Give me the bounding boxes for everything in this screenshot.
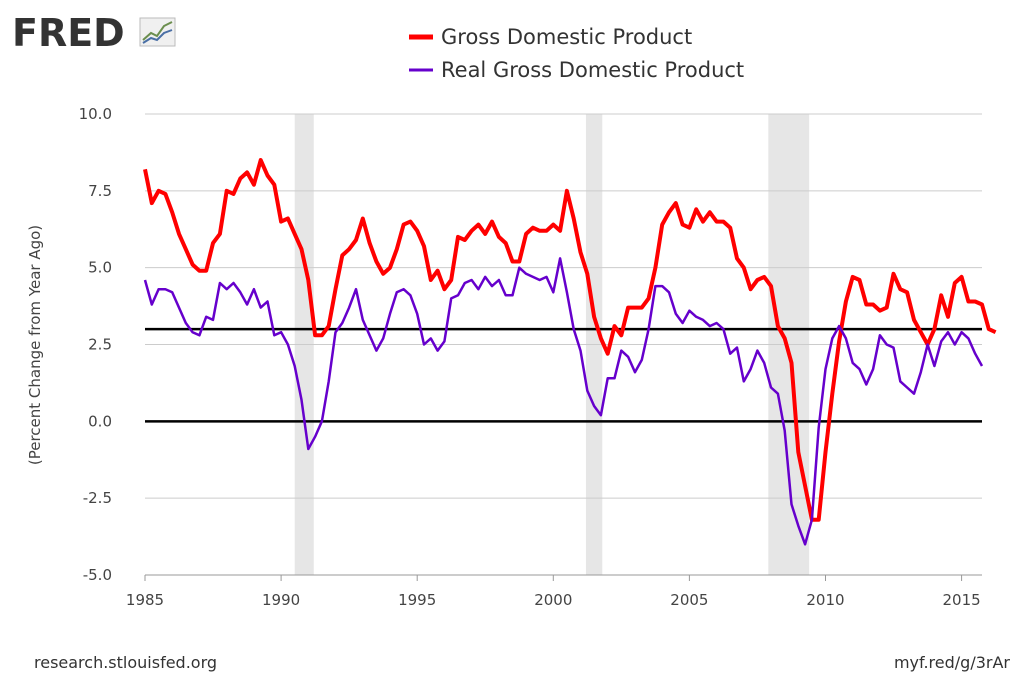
x-tick-label-3: 2000 — [534, 591, 572, 609]
footer-short-link[interactable]: myf.red/g/3rAr — [894, 653, 1010, 672]
x-tick-label-6: 2015 — [942, 591, 980, 609]
y-tick-label-4: 5.0 — [88, 259, 112, 277]
x-axis-ticks: 1985 1990 1995 2000 2005 2010 2015 — [126, 575, 981, 609]
legend-item-gdp[interactable]: Gross Domestic Product — [409, 25, 692, 49]
series-line-gdp[interactable] — [143, 158, 997, 522]
x-tick-label-5: 2010 — [806, 591, 844, 609]
y-tick-label-5: 7.5 — [88, 182, 112, 200]
legend: Gross Domestic Product Real Gross Domest… — [409, 25, 744, 82]
series-line-real-gdp[interactable] — [143, 257, 984, 546]
footer-source-link[interactable]: research.stlouisfed.org — [34, 653, 217, 672]
y-axis-ticks: -5.0 -2.5 0.0 2.5 5.0 7.5 10.0 — [79, 105, 112, 584]
y-tick-label-0: -5.0 — [83, 566, 112, 584]
chart-line-icon — [139, 17, 176, 47]
fred-logo[interactable]: FRED — [12, 11, 176, 55]
x-tick-label-0: 1985 — [126, 591, 164, 609]
x-tick-label-4: 2005 — [670, 591, 708, 609]
legend-label-gdp: Gross Domestic Product — [441, 25, 692, 49]
y-tick-label-6: 10.0 — [79, 105, 112, 123]
y-axis-label: (Percent Change from Year Ago) — [26, 225, 44, 465]
legend-label-real-gdp: Real Gross Domestic Product — [441, 58, 744, 82]
legend-item-real-gdp[interactable]: Real Gross Domestic Product — [409, 58, 744, 82]
x-tick-label-2: 1995 — [398, 591, 436, 609]
series-lines — [143, 158, 997, 546]
fred-logo-text: FRED — [12, 11, 125, 55]
y-tick-label-3: 2.5 — [88, 336, 112, 354]
y-tick-label-1: -2.5 — [83, 489, 112, 507]
y-tick-label-2: 0.0 — [88, 412, 112, 430]
x-tick-label-1: 1990 — [262, 591, 300, 609]
reference-lines — [145, 327, 982, 423]
grid-lines — [145, 113, 982, 576]
